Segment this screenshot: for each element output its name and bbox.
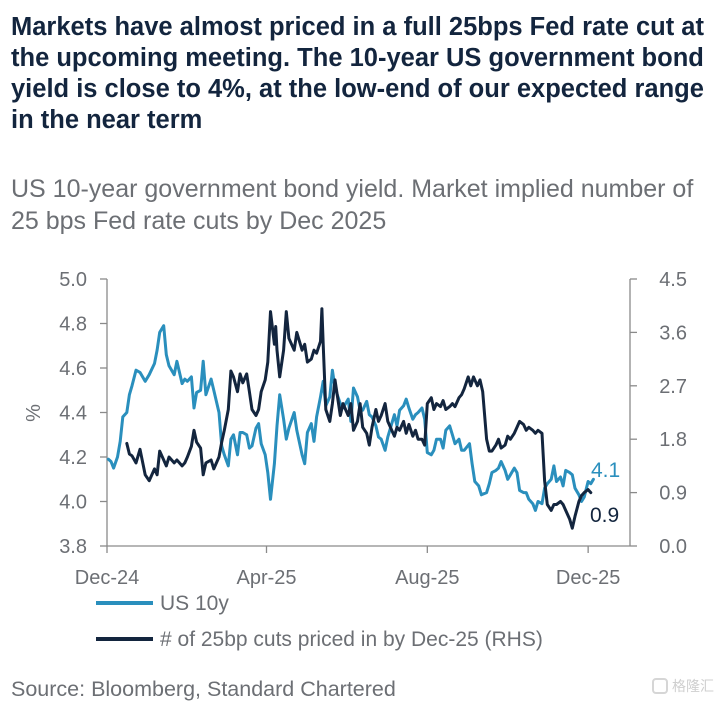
watermark-logo-icon xyxy=(652,678,668,694)
x-tick-label: Aug-25 xyxy=(395,567,460,589)
y-left-tick-label: 3.8 xyxy=(59,536,87,558)
y-left-tick-label: 4.6 xyxy=(59,358,87,380)
y-right-tick-label: 0.0 xyxy=(659,536,687,558)
y-left-tick-label: 4.8 xyxy=(59,314,87,336)
y-left-axis-label: % xyxy=(23,404,45,422)
y-left-tick-label: 4.2 xyxy=(59,447,87,469)
y-right-tick-label: 2.7 xyxy=(659,376,687,398)
us10y-end-label: 4.1 xyxy=(591,459,620,482)
x-tick-label: Dec-25 xyxy=(556,567,620,589)
y-right-tick-label: 4.5 xyxy=(659,269,687,291)
y-right-tick-label: 3.6 xyxy=(659,322,687,344)
y-right-tick-label: 1.8 xyxy=(659,429,687,451)
watermark: 格隆汇 xyxy=(652,676,714,696)
y-right-tick-label: 0.9 xyxy=(659,483,687,505)
rate-cuts-end-label: 0.9 xyxy=(590,504,619,527)
chart-subtitle: US 10-year government bond yield. Market… xyxy=(11,175,694,235)
chart-title: Markets have almost priced in a full 25b… xyxy=(11,13,704,134)
y-left-tick-label: 4.4 xyxy=(59,403,87,425)
x-tick-label: Dec-24 xyxy=(75,567,139,589)
y-left-tick-label: 5.0 xyxy=(59,269,87,291)
source-note: Source: Bloomberg, Standard Chartered xyxy=(11,677,396,701)
us10y-series-line xyxy=(106,324,595,512)
y-left-tick-label: 4.0 xyxy=(59,492,87,514)
rate-cuts-series-line xyxy=(125,307,593,530)
legend-label-2: # of 25bp cuts priced in by Dec-25 (RHS) xyxy=(160,628,543,651)
legend-label-1: US 10y xyxy=(160,592,229,615)
watermark-text: 格隆汇 xyxy=(672,679,714,695)
x-tick-label: Apr-25 xyxy=(236,567,296,589)
